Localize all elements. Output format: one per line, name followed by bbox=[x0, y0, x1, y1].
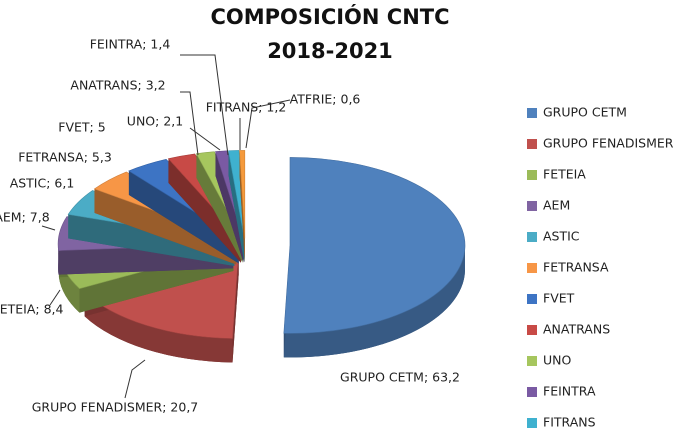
legend-label: FITRANS bbox=[543, 415, 596, 430]
legend-label: FEINTRA bbox=[543, 384, 596, 399]
legend-label: FETEIA bbox=[543, 167, 586, 182]
leader-line bbox=[124, 359, 146, 399]
legend-swatch bbox=[527, 201, 537, 211]
legend-swatch bbox=[527, 108, 537, 118]
leader-line bbox=[180, 54, 229, 156]
data-label: AEM; 7,8 bbox=[0, 210, 50, 225]
slice bbox=[283, 157, 466, 334]
legend-swatch bbox=[527, 263, 537, 273]
legend-label: GRUPO CETM bbox=[543, 105, 627, 120]
data-label: ATFRIE; 0,6 bbox=[290, 92, 361, 107]
slice-wall bbox=[94, 188, 237, 265]
data-label: FVET; 5 bbox=[58, 120, 105, 135]
leader-line bbox=[41, 225, 56, 231]
legend-label: GRUPO FENADISMER bbox=[543, 136, 674, 151]
slice-wall bbox=[239, 150, 245, 263]
slice-wall bbox=[215, 151, 244, 263]
leader-line bbox=[49, 289, 61, 306]
data-label: GRUPO FENADISMER; 20,7 bbox=[32, 400, 199, 415]
legend-label: AEM bbox=[543, 198, 570, 213]
data-label: UNO; 2,1 bbox=[127, 114, 183, 129]
data-label: ASTIC; 6,1 bbox=[10, 176, 75, 191]
legend-label: ANATRANS bbox=[543, 322, 610, 337]
legend-swatch bbox=[527, 232, 537, 242]
slice-side bbox=[58, 253, 80, 313]
slice-wall bbox=[228, 150, 245, 263]
legend-label: ASTIC bbox=[543, 229, 580, 244]
chart-title: COMPOSICIÓN CNTC bbox=[210, 4, 449, 29]
legend-swatch bbox=[527, 170, 537, 180]
leader-line bbox=[180, 91, 199, 156]
data-label: FEINTRA; 1,4 bbox=[90, 37, 171, 52]
slice-wall bbox=[232, 250, 239, 363]
legend-label: FVET bbox=[543, 291, 575, 306]
data-label: ANATRANS; 3,2 bbox=[70, 78, 165, 93]
data-label: GRUPO CETM; 63,2 bbox=[340, 370, 460, 385]
legend-swatch bbox=[527, 418, 537, 428]
legend-swatch bbox=[527, 139, 537, 149]
slice-wall bbox=[128, 170, 239, 264]
legend-swatch bbox=[527, 387, 537, 397]
data-label: FITRANS; 1,2 bbox=[206, 100, 287, 115]
slice-wall bbox=[68, 214, 235, 266]
legend-swatch bbox=[527, 325, 537, 335]
legend-label: UNO bbox=[543, 353, 571, 368]
slice-side bbox=[84, 292, 233, 363]
slice-side bbox=[283, 245, 465, 358]
slice bbox=[239, 150, 246, 239]
legend-swatch bbox=[527, 294, 537, 304]
leader-line bbox=[245, 99, 291, 149]
slice bbox=[228, 150, 245, 239]
leader-line bbox=[189, 127, 221, 151]
legend-label: FETRANSA bbox=[543, 260, 609, 275]
slice-wall bbox=[196, 153, 243, 263]
data-label: FETRANSA; 5,3 bbox=[18, 150, 112, 165]
slice-wall bbox=[168, 158, 241, 263]
data-label: FETEIA; 8,4 bbox=[0, 302, 64, 317]
chart-title: 2018-2021 bbox=[267, 39, 393, 63]
legend-swatch bbox=[527, 356, 537, 366]
